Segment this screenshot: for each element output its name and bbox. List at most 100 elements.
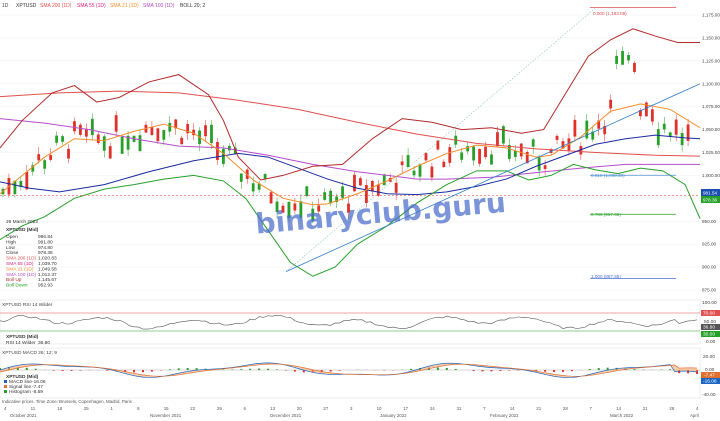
candle-body	[67, 148, 70, 159]
price-badge-1-text: 981.54	[703, 191, 717, 196]
candle-body	[412, 170, 416, 176]
price-tick-label: 1,125.00	[702, 58, 720, 63]
info-row-label: SMA 100 (1D)	[6, 272, 37, 278]
info-row-value: 1,039.70	[38, 261, 57, 267]
macd-histogram-bar	[293, 370, 296, 372]
candle-body	[400, 161, 404, 166]
date-tick-label: 7	[483, 406, 486, 411]
fib-labels: 0.000 (1,183.08) 0.618 (1,000.20) 0.786 …	[591, 11, 627, 279]
candle-body	[275, 201, 279, 212]
date-tick-label: 11	[31, 406, 36, 411]
indicator-boll[interactable]: BOLL 20; 2	[180, 3, 205, 9]
month-label: April	[690, 413, 699, 418]
indicator-boll-down	[0, 163, 701, 277]
candle-body	[394, 182, 398, 193]
candle-body	[442, 161, 446, 168]
date-tick-label: 24	[430, 406, 435, 411]
date-tick-label: 25	[84, 406, 89, 411]
price-tick-label: 925.00	[702, 242, 716, 247]
macd-histogram-bar	[302, 370, 305, 373]
candle-body	[108, 146, 112, 159]
macd-content: XPTUSD MACD 26; 12; 9 XPTUSD (Mid) MACD …	[0, 350, 720, 398]
price-tick-label: 1,000.00	[702, 173, 720, 178]
date-tick-label: 6	[244, 406, 247, 411]
indicator-sma100[interactable]: SMA 100 (1D)	[143, 3, 175, 9]
candle-body	[353, 174, 356, 192]
candle-body	[680, 133, 684, 146]
date-tick-label: 29	[217, 406, 222, 411]
candle-body	[430, 166, 434, 178]
macd-histogram-bar	[79, 370, 82, 371]
candle-body	[120, 136, 124, 154]
rsi-badge-30-bg	[701, 331, 720, 337]
macd-histogram-bar	[276, 369, 279, 370]
candle-body	[478, 148, 481, 164]
macd-histogram-bar	[597, 368, 600, 370]
symbol-label[interactable]: XPTUSD	[16, 3, 37, 9]
candle-body	[591, 131, 595, 140]
date-tick-label: 21	[536, 406, 541, 411]
candle-body	[662, 123, 666, 130]
signal-line-swatch	[4, 385, 7, 388]
candle-body	[513, 150, 517, 157]
date-tick-label: 14	[616, 406, 621, 411]
info-row-value: 952.93	[38, 283, 53, 289]
macd-histogram-bar	[544, 370, 547, 372]
macd-histogram-bar	[481, 370, 484, 372]
indicator-sma200[interactable]: SMA 200 (1D)	[40, 3, 72, 9]
candle-body	[138, 135, 142, 152]
candle-body	[496, 132, 499, 147]
candle-body	[13, 180, 17, 195]
candle-body	[656, 129, 660, 146]
date-tick-label: 28	[563, 406, 568, 411]
date-tick-label: 22	[190, 406, 195, 411]
candle-body	[502, 126, 505, 144]
candle-body	[597, 120, 601, 129]
rsi-badge-val-bg	[701, 324, 720, 330]
macd-panel	[0, 347, 701, 399]
date-tick-label: 18	[57, 406, 62, 411]
candle-body	[460, 152, 464, 160]
candle-body	[406, 155, 410, 168]
macd-axis-20: 20.00	[703, 354, 715, 360]
candle-body	[222, 148, 225, 164]
macd-histogram-bar	[124, 370, 127, 372]
candle-body	[633, 63, 636, 72]
macd-histogram-bar	[436, 367, 439, 370]
candle-body	[650, 109, 654, 122]
macd-symbol: XPTUSD (Mid)	[6, 374, 39, 380]
candle-body	[364, 184, 368, 203]
date-tick-label: 31	[456, 406, 461, 411]
price-badge-1	[701, 189, 720, 196]
candle-body	[269, 192, 273, 204]
candle-body	[251, 183, 255, 192]
macd-histogram-bar	[141, 370, 144, 373]
candle-body	[472, 146, 476, 161]
date-axis[interactable]: 4 11 18 25 1 8 15 22 29 6 13 20 27 3 10 17 24 31 7 14 21 28 7 1…	[4, 406, 699, 418]
timeframe-label[interactable]: 1D	[2, 3, 9, 9]
indicator-sma21[interactable]: SMA 21 (1D)	[110, 3, 139, 9]
macd-histogram-bar	[0, 368, 1, 370]
candle-body	[668, 132, 672, 138]
macd-histogram-bar	[535, 370, 538, 372]
price-badge-2-text: 978.36	[703, 198, 717, 203]
candle-body	[204, 125, 207, 137]
candle-body	[418, 164, 422, 177]
price-tick-label: 1,100.00	[702, 81, 720, 86]
month-label: January 2022	[380, 413, 407, 418]
price-tick-label: 1,050.00	[702, 127, 720, 132]
fib-label-786: 0.786 (957.65)	[591, 212, 621, 217]
indicator-sma55[interactable]: SMA 55 (1D)	[77, 3, 106, 9]
info-box: 29 March 2022 XPTUSD (Mid) Open 986.84 Hig…	[6, 219, 57, 289]
candle-body	[61, 136, 64, 142]
rsi-badge-val: 36.80	[703, 325, 715, 331]
macd-histogram-bar	[410, 368, 413, 370]
candle-body	[609, 99, 613, 109]
date-tick-label: 21	[643, 406, 648, 411]
info-date: 29 March 2022	[6, 219, 38, 225]
candle-body	[382, 174, 386, 186]
macd-histogram-bar	[61, 370, 64, 371]
fibonacci-levels	[0, 7, 700, 279]
price-axis[interactable]: 1,175.00 1,150.00 1,125.00 1,100.00 1,075.00…	[702, 13, 720, 293]
